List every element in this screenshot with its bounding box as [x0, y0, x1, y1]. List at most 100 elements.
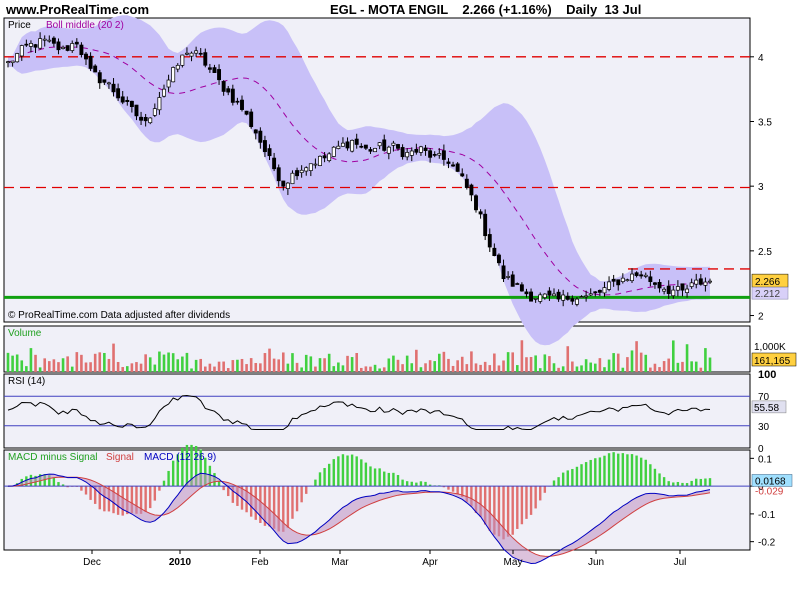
volume-bar: [249, 358, 253, 372]
volume-bar: [479, 364, 482, 372]
candle-body: [423, 147, 428, 151]
candle-body: [295, 170, 300, 177]
candle-body: [565, 295, 570, 300]
macd-histogram-bar: [268, 486, 271, 527]
macd-histogram-bar: [644, 459, 647, 487]
price-axis-label: 3.5: [758, 117, 772, 128]
volume-bar: [107, 358, 111, 372]
volume-bar: [442, 351, 446, 372]
macd-histogram-bar: [617, 453, 620, 487]
macd-signal-fill: [8, 473, 710, 564]
candle-body: [38, 38, 43, 49]
volume-bar: [708, 357, 712, 372]
site-logo-text[interactable]: www.ProRealTime.com: [6, 2, 150, 17]
candle-body: [313, 163, 318, 166]
candle-body: [588, 293, 593, 296]
volume-bar: [300, 367, 303, 372]
macd-histogram-bar: [130, 486, 134, 514]
candle-body: [547, 290, 552, 296]
volume-bar: [25, 366, 28, 372]
volume-bar: [185, 352, 189, 372]
macd-histogram-bar: [346, 455, 349, 487]
last-price-value: 2.266: [755, 277, 780, 288]
candle-body: [120, 96, 125, 103]
candle-body: [74, 41, 79, 45]
volume-bar: [291, 353, 294, 372]
macd-signal-label: Signal: [106, 452, 134, 463]
x-axis-label: Feb: [251, 557, 269, 568]
volume-bar: [263, 353, 267, 372]
macd-histogram-bar: [318, 472, 322, 487]
candle-body: [616, 279, 621, 286]
macd-histogram-bar: [405, 481, 409, 487]
volume-bar: [681, 361, 684, 372]
x-axis-label: Jul: [674, 557, 687, 568]
macd-histogram-bar: [364, 462, 368, 487]
rsi-last-value: 55.58: [754, 403, 779, 414]
volume-bar: [309, 356, 313, 372]
macd-histogram-bar: [635, 455, 638, 487]
volume-bar: [396, 359, 400, 372]
rsi-last-tag: [751, 400, 787, 414]
volume-bar: [626, 357, 629, 372]
volume-bar: [621, 367, 625, 372]
volume-bar: [43, 358, 47, 372]
macd-histogram-bar: [314, 479, 317, 487]
volume-bar: [437, 353, 441, 372]
candle-body: [299, 169, 304, 173]
macd-histogram-bar: [543, 486, 547, 493]
volume-bar: [226, 368, 230, 372]
macd-histogram-bar: [630, 454, 634, 487]
candle-body: [694, 279, 699, 285]
period-label: Daily: [566, 2, 598, 17]
volume-bar: [57, 362, 60, 372]
candle-body: [249, 111, 254, 127]
candle-body: [267, 148, 272, 157]
volume-bar: [217, 361, 221, 372]
macd-histogram-bar: [410, 481, 413, 487]
x-axis-label: Jun: [588, 557, 604, 568]
macd-histogram-bar: [98, 486, 101, 510]
candle-body: [276, 167, 281, 182]
volume-label: Volume: [8, 328, 42, 339]
volume-bar: [635, 341, 638, 372]
rsi-line: [7, 394, 711, 431]
macd-histogram-bar: [539, 486, 542, 501]
x-axis-label: Mar: [331, 557, 349, 568]
volume-bar: [281, 352, 285, 372]
macd-histogram-bar: [332, 459, 335, 487]
candle-body: [680, 283, 685, 291]
candle-body: [496, 254, 501, 264]
rsi-panel: [3, 373, 751, 449]
candle-body: [689, 282, 694, 287]
price-change: 2.266 (+1.16%): [462, 2, 552, 17]
candle-body: [675, 286, 680, 291]
candle-body: [437, 153, 442, 156]
volume-bar: [350, 357, 354, 372]
ticker-name: EGL - MOTA ENGIL: [330, 2, 448, 17]
candle-body: [56, 41, 61, 51]
candle-body: [524, 291, 529, 295]
candle-body: [418, 146, 423, 153]
candle-body: [129, 100, 134, 108]
macd-histogram-bar: [461, 486, 464, 497]
macd-histogram-bar: [93, 486, 97, 504]
macd-histogram-bar: [282, 486, 285, 532]
candle-body: [593, 291, 598, 294]
candle-body: [88, 55, 93, 69]
candle-body: [42, 38, 47, 41]
macd-hist-label: MACD minus Signal: [8, 452, 97, 463]
macd-histogram-bar: [153, 486, 157, 501]
macd-histogram-bar: [699, 478, 703, 487]
candle-body: [556, 291, 561, 300]
macd-histogram-bar: [584, 462, 588, 487]
volume-bar: [653, 363, 657, 372]
chart-heading: EGL - MOTA ENGIL 2.266 (+1.16%) Daily 13…: [330, 2, 641, 17]
macd-name-label: MACD (12 26 9): [144, 452, 216, 463]
macd-histogram-bar: [227, 486, 230, 497]
volume-bar: [525, 357, 528, 372]
volume-bar: [295, 362, 299, 372]
candle-body: [272, 157, 277, 170]
macd-histogram-bar: [181, 447, 184, 487]
